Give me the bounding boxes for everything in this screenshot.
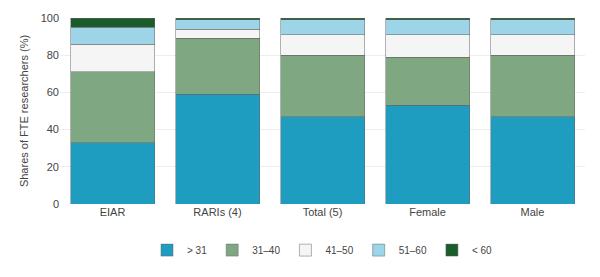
svg-text:< 60: < 60 — [472, 245, 492, 256]
svg-text:31–40: 31–40 — [252, 245, 280, 256]
svg-text:20: 20 — [47, 161, 59, 173]
svg-text:Female: Female — [409, 206, 446, 218]
svg-text:40: 40 — [47, 123, 59, 135]
svg-text:Male: Male — [521, 206, 545, 218]
svg-text:100: 100 — [41, 12, 59, 24]
svg-text:Total (5): Total (5) — [303, 206, 343, 218]
svg-text:EIAR: EIAR — [100, 206, 126, 218]
svg-text:RARIs (4): RARIs (4) — [193, 206, 241, 218]
svg-text:80: 80 — [47, 49, 59, 61]
svg-text:60: 60 — [47, 86, 59, 98]
svg-text:41–50: 41–50 — [325, 245, 353, 256]
svg-text:0: 0 — [53, 198, 59, 210]
svg-text:Shares of FTE researchers (%): Shares of FTE researchers (%) — [18, 35, 30, 187]
svg-text:> 31: > 31 — [187, 245, 207, 256]
svg-text:51–60: 51–60 — [399, 245, 427, 256]
